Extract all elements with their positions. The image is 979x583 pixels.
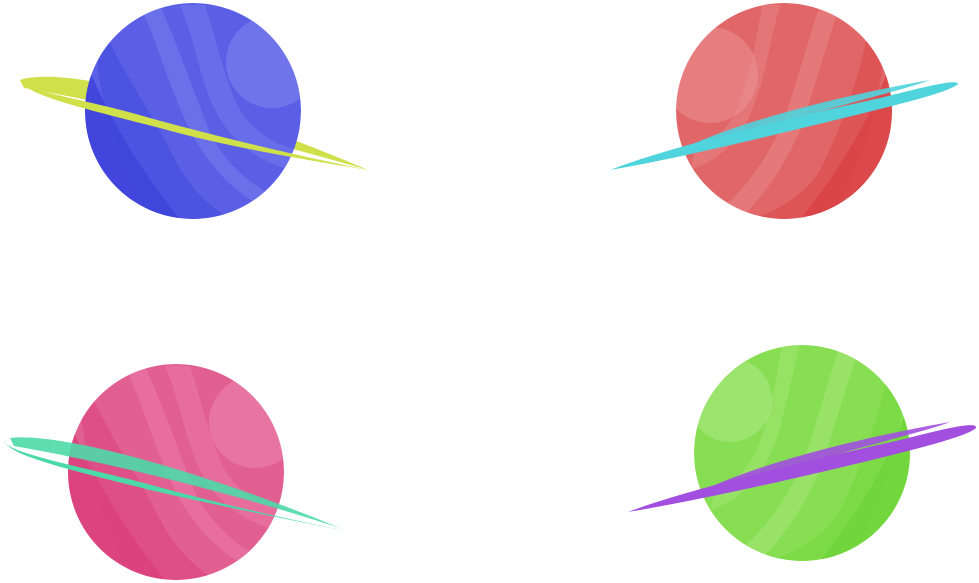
pink-planet — [3, 364, 352, 580]
blue-planet — [19, 3, 369, 219]
green-planet — [628, 345, 977, 561]
red-planet — [610, 3, 958, 219]
